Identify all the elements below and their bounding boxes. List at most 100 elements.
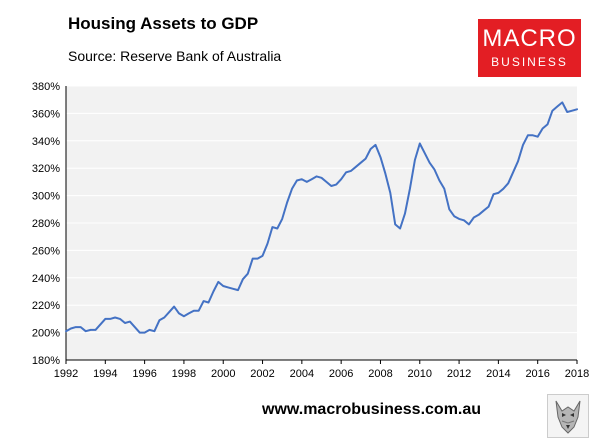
x-tick-label: 2000 <box>211 368 235 380</box>
data-point <box>237 289 239 291</box>
data-point <box>119 318 121 320</box>
data-point <box>311 178 313 180</box>
x-tick-label: 1992 <box>54 368 78 380</box>
data-point <box>561 101 563 103</box>
chart-source: Source: Reserve Bank of Australia <box>68 48 282 64</box>
data-point <box>497 192 499 194</box>
data-point <box>384 173 386 175</box>
x-tick-label: 2014 <box>486 368 510 380</box>
data-point <box>173 306 175 308</box>
data-point <box>183 315 185 317</box>
data-point <box>149 329 151 331</box>
data-point <box>532 134 534 136</box>
data-point <box>114 317 116 319</box>
data-point <box>556 106 558 108</box>
data-point <box>163 317 165 319</box>
x-tick-label: 2006 <box>329 368 353 380</box>
data-point <box>227 286 229 288</box>
data-point <box>463 219 465 221</box>
x-tick-label: 2010 <box>408 368 432 380</box>
data-point <box>325 181 327 183</box>
data-point <box>276 228 278 230</box>
data-point <box>316 175 318 177</box>
data-point <box>178 312 180 314</box>
data-point <box>203 300 205 302</box>
data-point <box>360 162 362 164</box>
data-point <box>247 273 249 275</box>
data-point <box>340 178 342 180</box>
data-point <box>448 208 450 210</box>
data-point <box>414 159 416 161</box>
y-tick-label: 300% <box>32 191 60 203</box>
data-point <box>409 188 411 190</box>
x-tick-label: 2002 <box>250 368 274 380</box>
data-point <box>168 311 170 313</box>
data-point <box>153 330 155 332</box>
data-point <box>80 326 82 328</box>
gridlines <box>66 85 577 334</box>
x-tick-label: 2008 <box>368 368 392 380</box>
x-tick-label: 2012 <box>447 368 471 380</box>
data-point <box>124 322 126 324</box>
data-point <box>306 181 308 183</box>
data-point <box>522 144 524 146</box>
data-point <box>267 243 269 245</box>
data-point <box>188 312 190 314</box>
y-tick-label: 320% <box>32 163 60 175</box>
data-point <box>70 328 72 330</box>
data-point <box>453 215 455 217</box>
logo-line-business: BUSINESS <box>491 55 568 69</box>
data-point <box>321 177 323 179</box>
data-point <box>542 128 544 130</box>
data-point <box>502 188 504 190</box>
logo-line-macro: MACRO <box>482 25 577 52</box>
data-point <box>232 288 234 290</box>
data-point <box>95 329 97 331</box>
data-point <box>144 332 146 334</box>
data-point <box>399 228 401 230</box>
data-point <box>389 192 391 194</box>
y-tick-label: 240% <box>32 273 60 285</box>
data-point <box>355 166 357 168</box>
data-point <box>551 110 553 112</box>
x-tick-label: 1994 <box>93 368 117 380</box>
x-tick-label: 2004 <box>290 368 314 380</box>
data-point <box>330 185 332 187</box>
data-point <box>438 180 440 182</box>
y-tick-label: 200% <box>32 328 60 340</box>
x-tick-label: 1996 <box>132 368 156 380</box>
data-point <box>291 188 293 190</box>
data-point <box>419 143 421 145</box>
data-point <box>257 258 259 260</box>
data-point <box>212 291 214 293</box>
data-point <box>134 326 136 328</box>
data-point <box>75 326 77 328</box>
data-point <box>429 162 431 164</box>
data-point <box>139 332 141 334</box>
data-point <box>527 134 529 136</box>
data-point <box>296 180 298 182</box>
data-point <box>547 123 549 125</box>
data-point <box>380 156 382 158</box>
data-point <box>576 108 578 110</box>
data-point <box>350 170 352 172</box>
data-point <box>571 110 573 112</box>
x-tick-label: 2018 <box>565 368 589 380</box>
y-tick-label: 380% <box>32 81 60 93</box>
data-point <box>517 160 519 162</box>
x-tick-labels: 1992 1994 1996 1998 2000 2002 2004 2006 2008 2010… <box>54 368 589 380</box>
y-tick-label: 280% <box>32 218 60 230</box>
data-point <box>281 218 283 220</box>
y-tick-label: 340% <box>32 136 60 148</box>
data-point <box>301 178 303 180</box>
data-point <box>262 255 264 257</box>
data-point <box>335 184 337 186</box>
data-point <box>286 202 288 204</box>
data-point <box>512 171 514 173</box>
data-point <box>99 323 101 325</box>
data-point <box>478 214 480 216</box>
data-point <box>365 158 367 160</box>
data-point <box>434 169 436 171</box>
data-point <box>85 330 87 332</box>
